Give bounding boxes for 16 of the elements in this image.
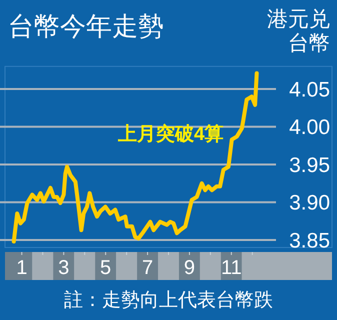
x-tick-label: 11 (221, 257, 242, 279)
x-tick-label: 1 (16, 257, 28, 279)
x-tick-label: 7 (142, 257, 154, 279)
y-axis-title: 港元兑台幣 (267, 8, 330, 55)
y-tick-label: 3.85 (289, 229, 330, 252)
x-tick-label: 9 (184, 257, 196, 279)
text: 註：走勢向上代表台幣跌 (64, 289, 273, 311)
y-tick-label: 3.90 (289, 192, 330, 215)
x-tick-label: 3 (58, 257, 70, 279)
line-series (12, 71, 259, 244)
annotation: 上月突破4算 (117, 123, 224, 145)
chart-title: 台幣今年走勢 (8, 11, 164, 41)
y-tick-label: 4.00 (289, 116, 330, 140)
y-tick-label: 4.05 (289, 78, 330, 102)
x-tick-label: 5 (100, 257, 112, 279)
y-tick-label: 3.95 (289, 154, 330, 177)
